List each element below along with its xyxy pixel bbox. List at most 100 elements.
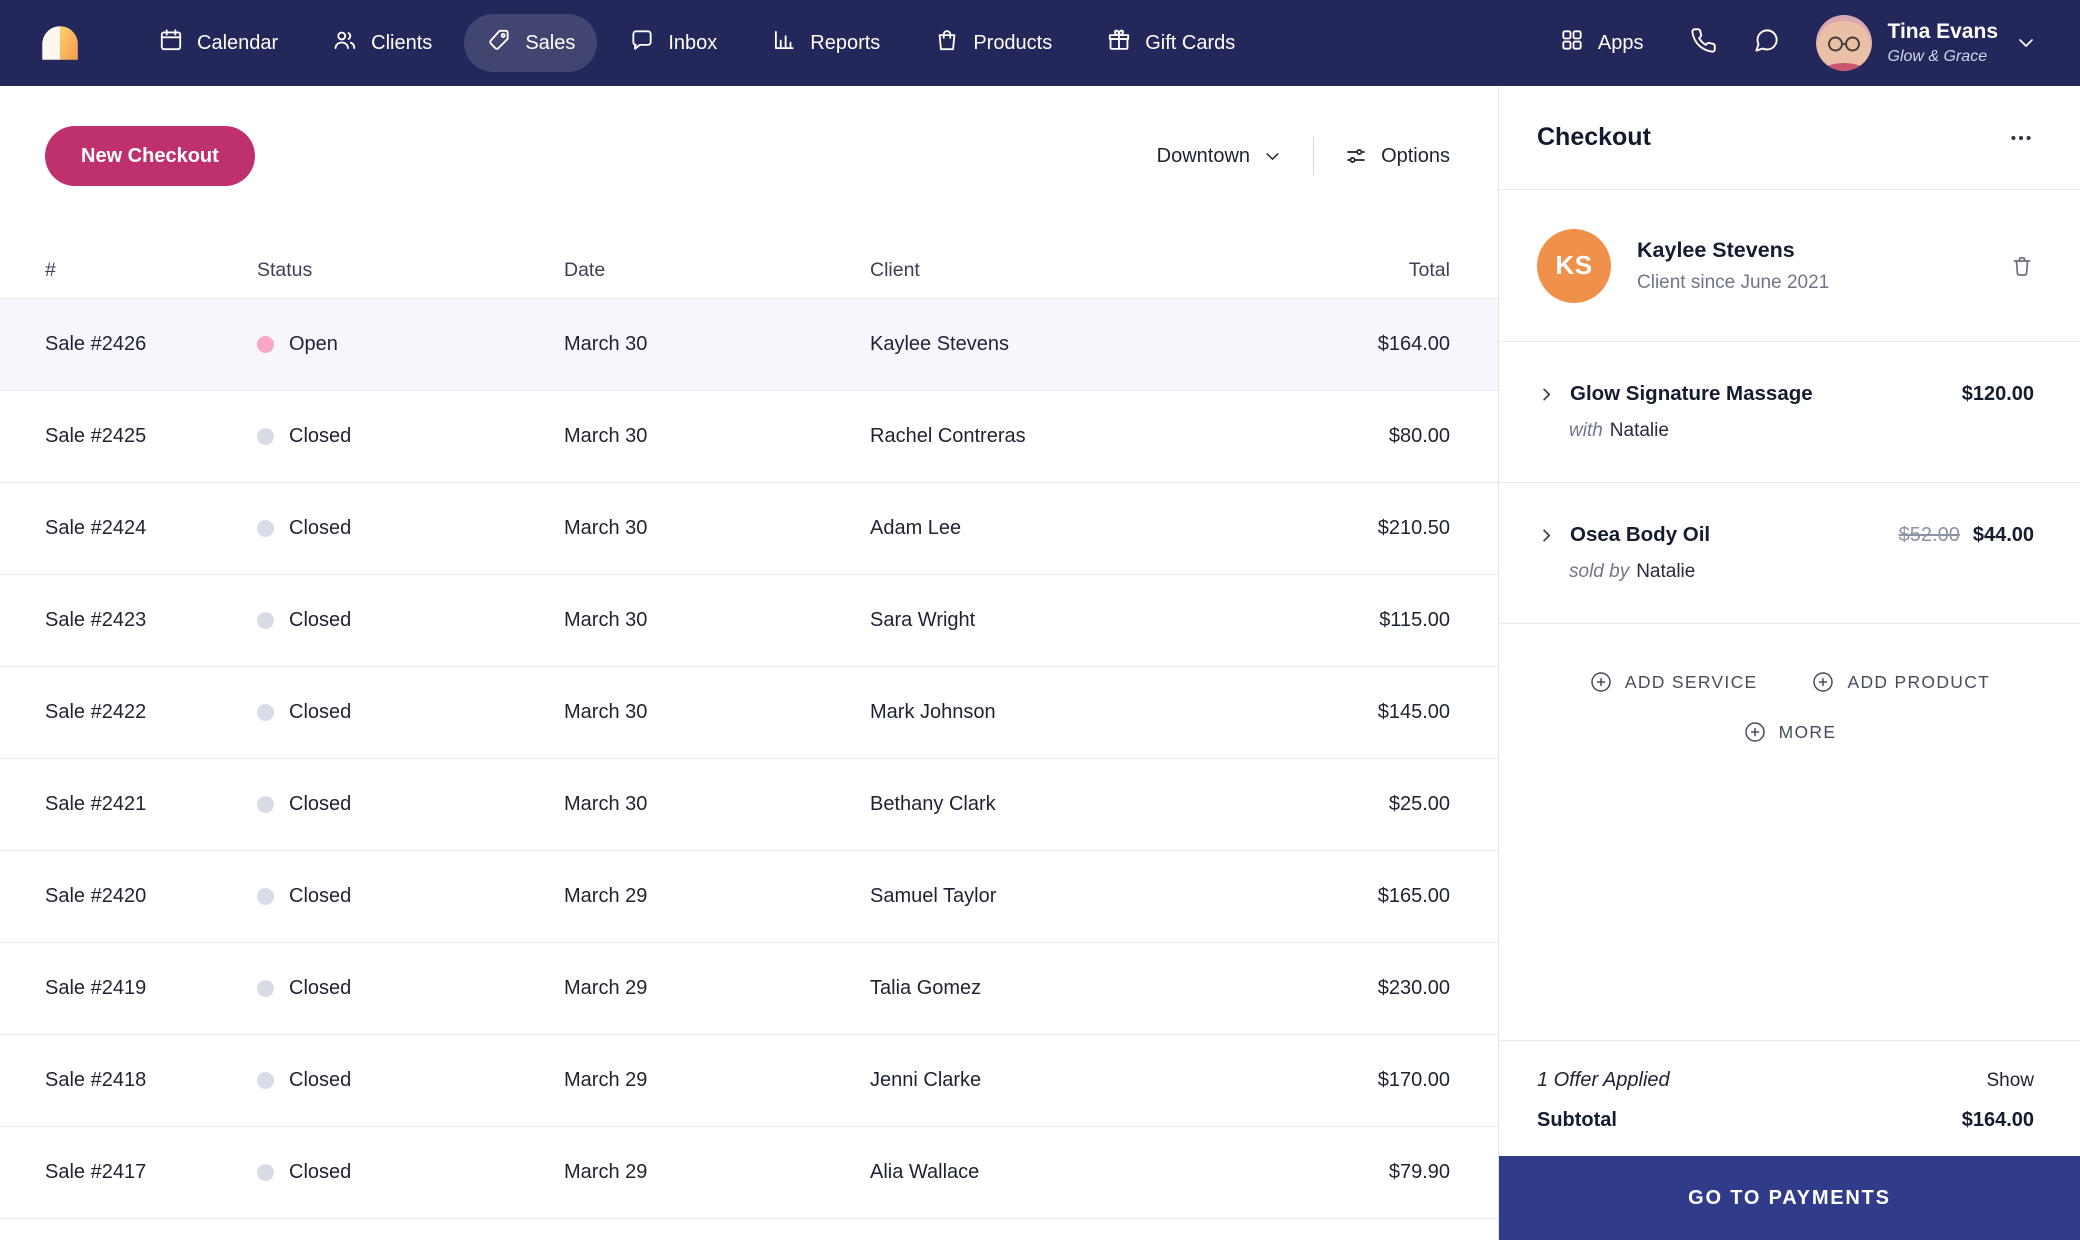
calendar-icon xyxy=(158,27,184,59)
sale-id: Sale #2425 xyxy=(45,425,147,447)
sale-id: Sale #2419 xyxy=(45,977,147,999)
table-row[interactable]: Sale #2425 Closed March 30 Rachel Contre… xyxy=(0,391,1498,483)
sale-client: Adam Lee xyxy=(870,517,962,539)
status-dot xyxy=(257,1072,274,1089)
options-button[interactable]: Options xyxy=(1344,144,1450,168)
item-price: $120.00 xyxy=(1961,382,2034,405)
nav-item-label: Inbox xyxy=(668,31,718,54)
column-header-total: Total xyxy=(1408,259,1450,281)
table-row[interactable]: Sale #2419 Closed March 29 Talia Gomez $… xyxy=(0,943,1498,1035)
table-row[interactable]: Sale #2424 Closed March 30 Adam Lee $210… xyxy=(0,483,1498,575)
item-name: Glow Signature Massage xyxy=(1570,382,1813,405)
checkout-title: Checkout xyxy=(1537,123,1651,151)
user-name: Tina Evans xyxy=(1887,19,1999,43)
nav-item-label: Products xyxy=(973,31,1053,54)
status-dot xyxy=(257,704,274,721)
nav-item-products[interactable]: Products xyxy=(912,14,1074,72)
status-label: Closed xyxy=(289,425,352,447)
attribution-prefix: with xyxy=(1569,420,1603,441)
sale-total: $170.00 xyxy=(1377,1069,1450,1091)
chat-bubble-icon xyxy=(1753,27,1780,59)
sale-date: March 30 xyxy=(564,701,648,723)
sale-total: $164.00 xyxy=(1377,333,1450,355)
sale-date: March 30 xyxy=(564,609,648,631)
table-row[interactable]: Sale #2417 Closed March 29 Alia Wallace … xyxy=(0,1127,1498,1219)
user-avatar xyxy=(1815,15,1872,71)
clients-icon xyxy=(332,27,358,59)
table-row[interactable]: Sale #2422 Closed March 30 Mark Johnson … xyxy=(0,667,1498,759)
sale-date: March 29 xyxy=(564,885,648,907)
toolbar-divider xyxy=(1313,137,1315,175)
sliders-icon xyxy=(1344,144,1368,168)
sale-status: Closed xyxy=(257,517,564,540)
sale-id: Sale #2417 xyxy=(45,1161,147,1183)
app-logo[interactable] xyxy=(36,19,84,67)
sales-toolbar: New Checkout Downtown Options xyxy=(0,86,1498,186)
checkout-summary: 1 Offer Applied Show Subtotal $164.00 xyxy=(1499,1040,2080,1156)
add-service-button[interactable]: ADD SERVICE xyxy=(1589,670,1758,694)
sale-total: $145.00 xyxy=(1377,701,1450,723)
sale-total: $80.00 xyxy=(1388,425,1450,447)
status-label: Closed xyxy=(289,701,352,723)
phone-button[interactable] xyxy=(1690,27,1717,59)
nav-item-label: Apps xyxy=(1597,31,1644,54)
main-menu: Calendar Clients Sales Inbox Reports xyxy=(136,14,1257,72)
checkout-line-item-product[interactable]: Osea Body Oil $52.00 $44.00 sold by Natal… xyxy=(1499,483,2080,624)
table-row[interactable]: Sale #2421 Closed March 30 Bethany Clark… xyxy=(0,759,1498,851)
nav-item-apps[interactable]: Apps xyxy=(1549,14,1654,72)
status-label: Closed xyxy=(289,977,352,999)
go-to-payments-button[interactable]: GO TO PAYMENTS xyxy=(1499,1156,2080,1240)
column-header-date: Date xyxy=(564,259,606,281)
add-more-button[interactable]: MORE xyxy=(1743,720,1837,744)
column-header-client: Client xyxy=(870,259,920,281)
sale-client: Talia Gomez xyxy=(870,977,982,999)
item-price: $44.00 xyxy=(1972,523,2034,546)
sale-total: $79.90 xyxy=(1388,1161,1450,1183)
show-offer-link[interactable]: Show xyxy=(1986,1069,2034,1091)
nav-item-gift-cards[interactable]: Gift Cards xyxy=(1084,14,1257,72)
table-row[interactable]: Sale #2420 Closed March 29 Samuel Taylor… xyxy=(0,851,1498,943)
nav-item-reports[interactable]: Reports xyxy=(749,14,902,72)
sale-status: Closed xyxy=(257,885,564,908)
more-label: MORE xyxy=(1778,721,1837,742)
nav-item-label: Calendar xyxy=(197,31,279,54)
sale-client: Rachel Contreras xyxy=(870,425,1026,447)
table-row[interactable]: Sale #2423 Closed March 30 Sara Wright $… xyxy=(0,575,1498,667)
user-menu[interactable]: Tina Evans Glow & Grace xyxy=(1815,15,2039,71)
checkout-line-item-service[interactable]: Glow Signature Massage $120.00 with Natal… xyxy=(1499,342,2080,483)
user-business: Glow & Grace xyxy=(1887,47,1988,65)
checkout-menu-button[interactable] xyxy=(2008,125,2034,151)
item-attribution: with Natalie xyxy=(1537,420,2034,442)
chat-button[interactable] xyxy=(1753,27,1780,59)
nav-item-inbox[interactable]: Inbox xyxy=(607,14,739,72)
attribution-name: Natalie xyxy=(1609,420,1669,441)
nav-item-sales[interactable]: Sales xyxy=(464,14,598,72)
item-original-price: $52.00 xyxy=(1898,523,1960,546)
sale-status: Closed xyxy=(257,1069,564,1092)
chevron-down-icon xyxy=(1262,146,1283,167)
status-dot xyxy=(257,336,274,353)
sale-client: Bethany Clark xyxy=(870,793,996,815)
status-dot xyxy=(257,796,274,813)
checkout-header: Checkout xyxy=(1499,86,2080,190)
status-label: Closed xyxy=(289,609,352,631)
location-selector[interactable]: Downtown xyxy=(1157,145,1283,168)
nav-item-clients[interactable]: Clients xyxy=(310,14,454,72)
new-checkout-button[interactable]: New Checkout xyxy=(45,126,255,186)
add-product-button[interactable]: ADD PRODUCT xyxy=(1811,670,1990,694)
sale-date: March 30 xyxy=(564,425,648,447)
options-label: Options xyxy=(1381,144,1450,167)
client-name: Kaylee Stevens xyxy=(1637,237,1795,262)
reports-icon xyxy=(771,27,797,59)
sale-status: Closed xyxy=(257,609,564,632)
sale-date: March 29 xyxy=(564,1069,648,1091)
nav-item-calendar[interactable]: Calendar xyxy=(136,14,300,72)
sales-table-body: Sale #2426 Open March 30 Kaylee Stevens … xyxy=(0,299,1498,1219)
sales-panel: New Checkout Downtown Options # xyxy=(0,86,1498,1240)
remove-client-button[interactable] xyxy=(2010,254,2034,278)
nav-right-cluster: Apps xyxy=(1549,14,2038,72)
table-row[interactable]: Sale #2426 Open March 30 Kaylee Stevens … xyxy=(0,299,1498,391)
table-row[interactable]: Sale #2418 Closed March 29 Jenni Clarke … xyxy=(0,1035,1498,1127)
user-info: Tina Evans Glow & Grace xyxy=(1888,20,1999,67)
sale-date: March 29 xyxy=(564,1161,648,1183)
